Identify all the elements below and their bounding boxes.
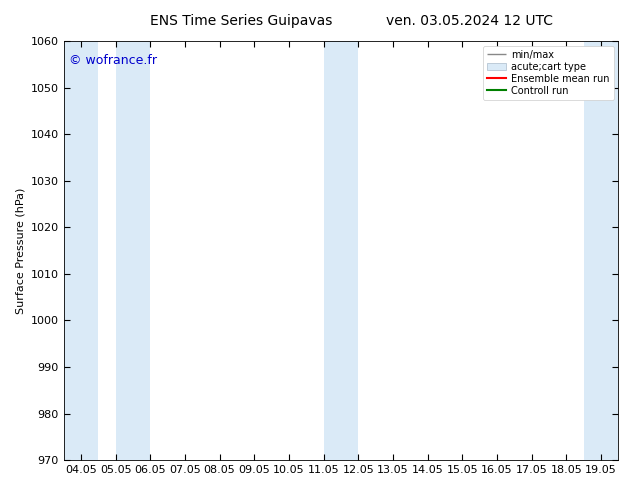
Text: © wofrance.fr: © wofrance.fr	[69, 53, 157, 67]
Bar	[115, 41, 150, 460]
Bar	[324, 41, 358, 460]
Legend: min/max, acute;cart type, Ensemble mean run, Controll run: min/max, acute;cart type, Ensemble mean …	[483, 46, 614, 99]
Bar	[63, 41, 98, 460]
Text: ven. 03.05.2024 12 UTC: ven. 03.05.2024 12 UTC	[385, 14, 553, 28]
Text: ENS Time Series Guipavas: ENS Time Series Guipavas	[150, 14, 332, 28]
Bar	[584, 41, 619, 460]
Y-axis label: Surface Pressure (hPa): Surface Pressure (hPa)	[15, 187, 25, 314]
